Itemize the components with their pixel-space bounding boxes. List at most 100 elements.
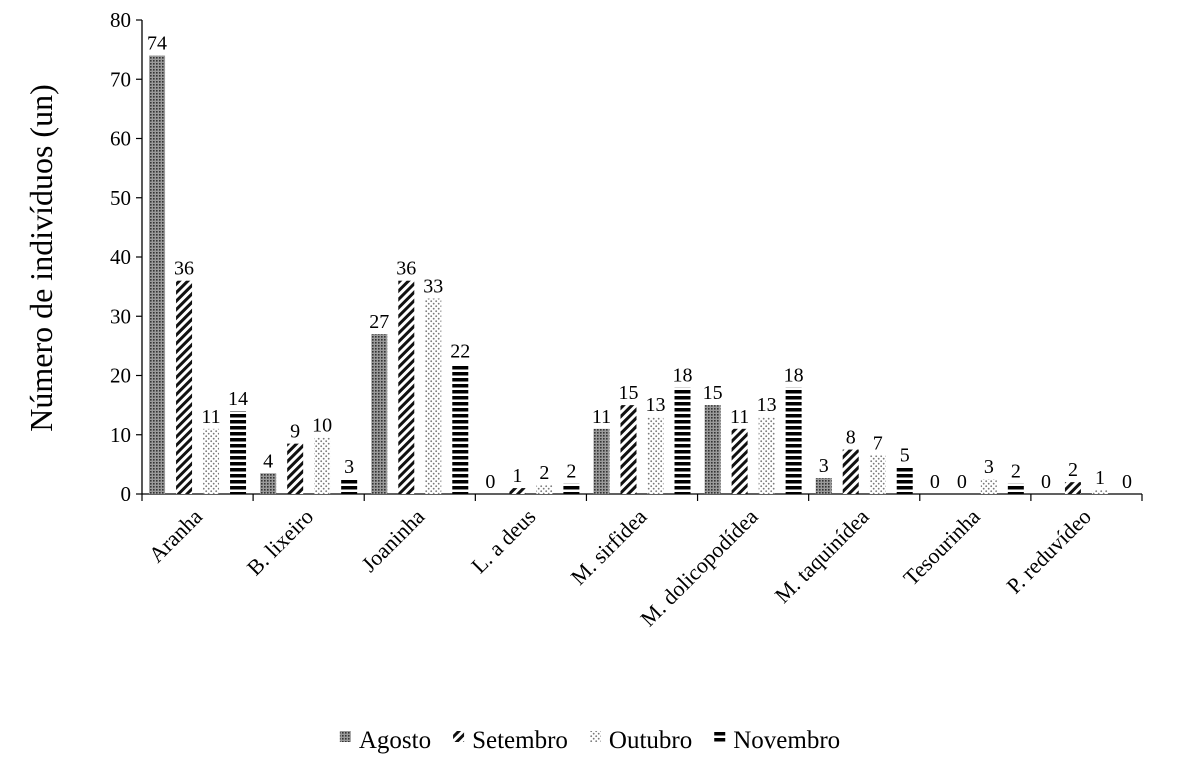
x-tick-label: M. sirfidea bbox=[566, 504, 652, 590]
data-label: 11 bbox=[730, 406, 749, 428]
x-tick-label: P. reduvídeo bbox=[1001, 504, 1096, 599]
bar bbox=[287, 443, 304, 494]
bar bbox=[230, 411, 247, 494]
bar bbox=[980, 479, 997, 494]
bar bbox=[1091, 489, 1108, 494]
bar bbox=[869, 455, 886, 494]
data-label: 15 bbox=[619, 382, 639, 404]
y-tick-label: 10 bbox=[110, 423, 131, 447]
bar bbox=[1007, 483, 1024, 494]
y-axis-title: Número de indivíduos (un) bbox=[23, 84, 59, 432]
data-label: 4 bbox=[263, 450, 273, 472]
bar bbox=[647, 416, 664, 494]
legend-swatch bbox=[453, 731, 465, 742]
x-tick-label: B. lixeiro bbox=[242, 504, 318, 580]
bar bbox=[260, 473, 277, 494]
data-label: 22 bbox=[450, 341, 470, 363]
bar bbox=[815, 478, 832, 494]
legend-label: Setembro bbox=[472, 727, 568, 754]
x-tick-label: Tesourinha bbox=[898, 504, 985, 591]
bar bbox=[593, 428, 610, 494]
data-label: 1 bbox=[512, 465, 522, 487]
bar bbox=[563, 483, 580, 494]
bar bbox=[536, 485, 553, 494]
data-label: 2 bbox=[539, 462, 549, 484]
y-tick-label: 70 bbox=[110, 67, 131, 91]
bar bbox=[758, 416, 775, 494]
bar bbox=[704, 405, 721, 494]
data-label: 2 bbox=[566, 460, 576, 482]
y-tick-label: 0 bbox=[121, 482, 132, 506]
x-tick-label: Joaninha bbox=[356, 504, 429, 577]
data-label: 10 bbox=[312, 415, 332, 437]
bar bbox=[785, 387, 802, 494]
bar bbox=[509, 488, 526, 494]
bar bbox=[452, 363, 469, 494]
bar bbox=[425, 298, 442, 494]
data-label: 5 bbox=[900, 444, 910, 466]
bar bbox=[731, 428, 748, 494]
legend-swatch bbox=[589, 731, 601, 742]
legend-label: Novembro bbox=[733, 727, 840, 754]
data-label: 15 bbox=[703, 382, 723, 404]
legend-swatch bbox=[714, 731, 726, 742]
legend-label: Agosto bbox=[359, 727, 431, 754]
data-label: 2 bbox=[1068, 459, 1078, 481]
y-tick-label: 80 bbox=[110, 8, 131, 32]
data-label: 18 bbox=[673, 364, 693, 386]
x-tick-label: M. taquinídea bbox=[770, 504, 874, 608]
data-label: 13 bbox=[757, 394, 777, 416]
x-tick-label: L. a deus bbox=[466, 504, 540, 578]
data-label: 8 bbox=[846, 427, 856, 449]
data-label: 2 bbox=[1011, 460, 1021, 482]
bar bbox=[203, 428, 220, 494]
x-tick-label: M. dolicopodídea bbox=[635, 504, 763, 632]
data-label: 36 bbox=[174, 258, 194, 280]
data-label: 3 bbox=[344, 456, 354, 478]
y-tick-label: 20 bbox=[110, 364, 131, 388]
legend: Agosto Setembro Outubro Novembro bbox=[339, 727, 840, 754]
data-label: 11 bbox=[592, 406, 611, 428]
y-tick-label: 30 bbox=[110, 304, 131, 328]
data-label: 0 bbox=[1122, 471, 1132, 493]
data-label: 27 bbox=[369, 311, 389, 333]
legend-label: Outubro bbox=[609, 727, 692, 754]
data-label: 33 bbox=[423, 275, 443, 297]
data-label: 36 bbox=[396, 258, 416, 280]
data-label: 0 bbox=[957, 471, 967, 493]
data-label: 0 bbox=[485, 471, 495, 493]
data-label: 3 bbox=[819, 455, 829, 477]
data-label: 9 bbox=[290, 421, 300, 443]
bar bbox=[1064, 482, 1081, 494]
data-label: 18 bbox=[784, 364, 804, 386]
bar bbox=[341, 479, 358, 494]
data-label: 74 bbox=[147, 33, 167, 55]
data-label: 1 bbox=[1095, 467, 1105, 489]
bar bbox=[314, 437, 331, 494]
data-label: 0 bbox=[1041, 471, 1051, 493]
data-label: 14 bbox=[228, 388, 248, 410]
bar bbox=[674, 387, 691, 494]
bar bbox=[398, 280, 415, 494]
data-label: 11 bbox=[201, 406, 220, 428]
bar bbox=[371, 334, 388, 494]
bar bbox=[842, 449, 859, 494]
data-label: 0 bbox=[930, 471, 940, 493]
bar bbox=[149, 55, 166, 495]
data-label: 7 bbox=[873, 432, 883, 454]
bar bbox=[896, 467, 913, 494]
y-tick-label: 60 bbox=[110, 127, 131, 151]
data-label: 13 bbox=[646, 394, 666, 416]
x-tick-label: Aranha bbox=[144, 504, 208, 568]
bar bbox=[176, 280, 193, 494]
bars bbox=[149, 55, 1108, 495]
y-tick-label: 50 bbox=[110, 186, 131, 210]
y-tick-label: 40 bbox=[110, 245, 131, 269]
bar bbox=[620, 405, 637, 494]
data-label: 3 bbox=[984, 456, 994, 478]
legend-swatch bbox=[339, 731, 351, 742]
